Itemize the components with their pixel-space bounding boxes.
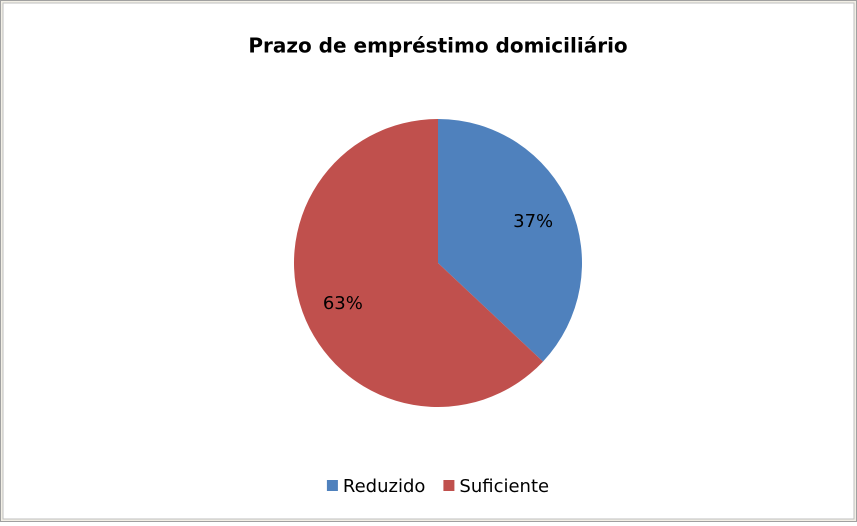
pie-slice <box>438 119 582 362</box>
chart-title: Prazo de empréstimo domiciliário <box>248 34 627 58</box>
legend-label: Reduzido <box>343 476 426 497</box>
legend-label: Suficiente <box>459 476 549 497</box>
pie-slice <box>294 119 543 407</box>
data-label: 63% <box>323 293 363 314</box>
legend-swatch <box>326 480 338 491</box>
data-label: 37% <box>513 211 553 232</box>
legend-swatch <box>443 480 455 491</box>
